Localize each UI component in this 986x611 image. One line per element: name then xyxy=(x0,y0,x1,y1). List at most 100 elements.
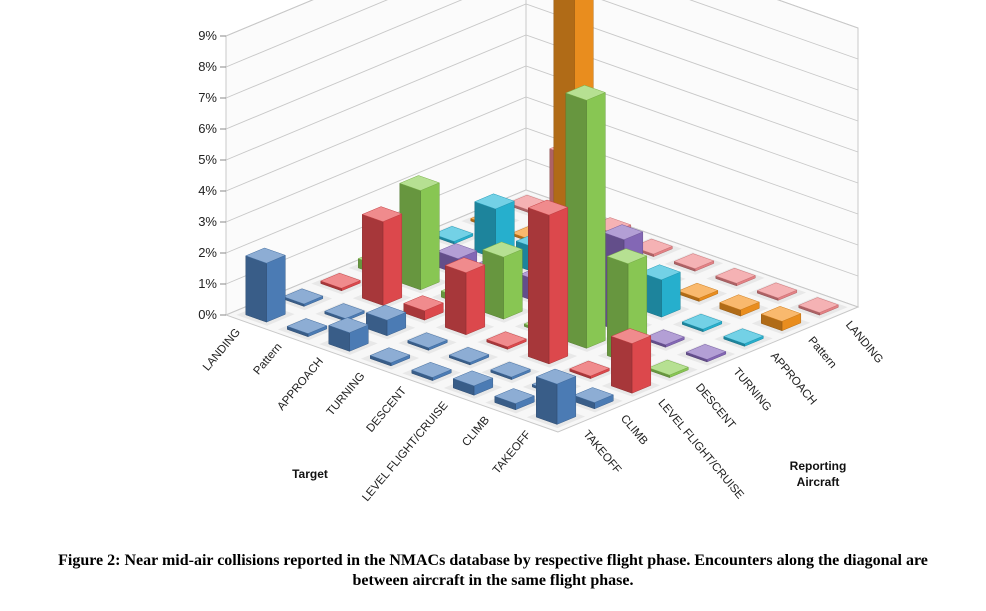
figure-caption: Figure 2: Near mid-air collisions report… xyxy=(58,552,928,589)
bar-top xyxy=(407,332,448,349)
bar-face-right xyxy=(245,255,267,323)
target-tick-label: DESCENT xyxy=(365,385,410,435)
bar-top xyxy=(320,272,361,289)
bar xyxy=(560,359,619,383)
bar-top xyxy=(681,313,723,330)
gridline xyxy=(225,96,859,223)
z-tick-label: 0% xyxy=(198,307,217,322)
bar-top xyxy=(448,347,490,363)
bar xyxy=(356,304,416,340)
z-tick-label: 3% xyxy=(198,214,217,229)
bar-face-right xyxy=(362,214,384,306)
bar xyxy=(789,296,848,319)
z-tick-label: 9% xyxy=(198,28,217,43)
bar-top xyxy=(494,388,535,404)
bar xyxy=(485,388,544,414)
reporting-tick-label: APPROACH xyxy=(768,350,819,407)
bar-top xyxy=(361,206,403,222)
bar-face-left xyxy=(382,213,403,306)
target-tick-label: LANDING xyxy=(201,326,243,373)
gridline xyxy=(225,34,859,161)
bar xyxy=(439,346,499,369)
reporting-tick-label: TURNING xyxy=(730,366,773,414)
bar-top xyxy=(719,294,760,311)
z-tick-label: 5% xyxy=(198,152,217,167)
bar-top xyxy=(685,344,727,360)
reporting-tick-label: Pattern xyxy=(805,335,838,371)
bar-top xyxy=(432,226,474,242)
bar-top xyxy=(673,253,715,269)
bar-top xyxy=(436,243,478,259)
bar xyxy=(390,175,449,294)
bar xyxy=(236,247,295,326)
bar xyxy=(435,257,495,339)
y-axis-title-line: Reporting xyxy=(790,459,847,473)
bar xyxy=(564,387,623,413)
z-tick-label: 1% xyxy=(198,276,217,291)
bar-top xyxy=(640,264,681,281)
bar-face-right xyxy=(445,265,467,336)
bars xyxy=(236,0,848,429)
target-tick-label: TURNING xyxy=(325,370,368,418)
bar-top xyxy=(648,359,689,376)
bar xyxy=(311,272,370,295)
reporting-tick-label: TAKEOFF xyxy=(580,428,623,476)
bar xyxy=(639,358,698,382)
bar-top xyxy=(444,257,486,273)
bar xyxy=(601,328,661,397)
bar-top xyxy=(324,303,365,319)
bar-top xyxy=(527,199,569,216)
bar xyxy=(751,306,811,335)
bar-top xyxy=(482,241,523,258)
bar-face-left xyxy=(586,92,606,349)
bar-top xyxy=(452,370,494,387)
bar xyxy=(556,84,615,352)
reporting-tick-label: LANDING xyxy=(843,319,885,366)
z-axis-ticks: 0% 1% 2% 3% 4% 5% 6% 7% 8% 9% xyxy=(198,28,226,322)
target-tick-label: TAKEOFF xyxy=(491,429,534,477)
z-tick-label: 8% xyxy=(198,59,217,74)
bar xyxy=(672,312,732,336)
bar xyxy=(526,368,586,429)
bar xyxy=(319,317,378,355)
gridline xyxy=(225,0,859,99)
bar xyxy=(664,252,724,275)
bar xyxy=(714,327,773,350)
bar-face-left xyxy=(548,206,569,365)
bar xyxy=(668,282,728,306)
z-tick-label: 2% xyxy=(198,245,217,260)
bar-top xyxy=(606,248,648,264)
bar xyxy=(352,206,412,310)
bar-face-left xyxy=(465,264,486,336)
bar-top xyxy=(573,387,614,403)
bar xyxy=(443,370,503,399)
gridlines xyxy=(225,0,859,316)
bar-face-left xyxy=(503,248,523,320)
bar-top xyxy=(403,295,444,312)
bar xyxy=(473,241,532,323)
target-tick-label: APPROACH xyxy=(275,356,326,413)
bar-top xyxy=(677,282,719,299)
bar xyxy=(481,360,540,384)
z-tick-label: 6% xyxy=(198,121,217,136)
bar-top xyxy=(535,368,577,385)
bar xyxy=(676,343,736,366)
bar-top xyxy=(286,318,328,334)
bar xyxy=(477,330,536,353)
bar-top xyxy=(715,267,756,284)
bar xyxy=(273,287,333,311)
bar-top xyxy=(602,224,644,240)
bar-face-left xyxy=(631,335,652,394)
bar-top xyxy=(282,288,324,305)
x-axis-title: Target xyxy=(292,467,328,481)
bar-face-right xyxy=(611,335,633,394)
bar-top xyxy=(490,361,531,378)
bar-face-right xyxy=(399,182,421,291)
bar-top xyxy=(644,329,685,346)
bar-top xyxy=(569,360,610,377)
bar-top xyxy=(486,331,527,348)
bar-top xyxy=(328,317,369,333)
bar xyxy=(277,317,337,341)
bar-top xyxy=(610,328,652,344)
